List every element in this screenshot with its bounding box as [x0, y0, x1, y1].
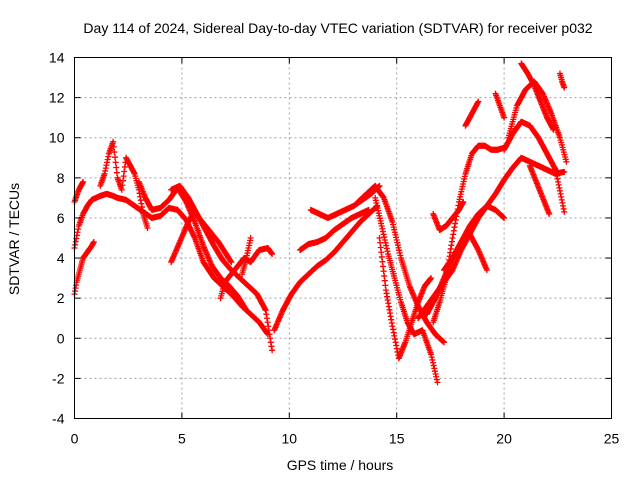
grid-lines — [74, 57, 612, 419]
data-series-7 — [168, 210, 196, 266]
y-tick-label: 14 — [49, 50, 65, 66]
data-point — [561, 84, 568, 91]
data-point — [144, 224, 151, 231]
data-series-21 — [440, 230, 490, 274]
data-point — [460, 198, 467, 205]
x-tick-label: 15 — [389, 431, 405, 447]
data-point — [501, 214, 508, 221]
y-tick-label: 10 — [49, 130, 65, 146]
y-tick-label: 6 — [57, 210, 65, 226]
data-series-11 — [271, 202, 381, 334]
data-point — [475, 98, 482, 105]
data-point — [113, 169, 120, 176]
data-series-16 — [376, 235, 435, 362]
data-series-6 — [168, 182, 276, 354]
data-point — [483, 267, 490, 274]
data-series-27 — [526, 162, 553, 217]
data-point — [428, 275, 435, 282]
x-tick-label: 0 — [71, 431, 79, 447]
x-tick-label: 5 — [178, 431, 186, 447]
data-series-9 — [217, 245, 276, 302]
x-axis-label: GPS time / hours — [287, 457, 394, 473]
y-tick-label: 4 — [57, 250, 65, 266]
data-point — [563, 158, 570, 165]
data-point — [111, 149, 118, 156]
data-series-8 — [189, 206, 235, 266]
data-point — [112, 159, 119, 166]
y-axis-label: SDTVAR / TECUs — [6, 183, 22, 295]
data-point — [110, 138, 117, 145]
data-point — [247, 235, 254, 241]
y-tick-label: 8 — [57, 170, 65, 186]
data-series-15 — [372, 194, 441, 386]
data-point — [112, 154, 119, 161]
data-point — [440, 339, 447, 346]
data-point — [501, 114, 508, 121]
data-series-26 — [518, 60, 557, 133]
data-series-18 — [430, 198, 467, 233]
y-tick-label: 12 — [49, 90, 65, 106]
data-point — [561, 168, 568, 175]
data-point — [243, 307, 250, 314]
y-tick-label: 2 — [57, 290, 65, 306]
data-point — [365, 206, 372, 213]
axis-ticks: 0 5 10 15 20 25 -4 -2 0 2 4 6 8 10 12 14 — [49, 50, 620, 447]
data-series-22 — [462, 98, 482, 129]
data-series-24 — [501, 118, 568, 215]
x-tick-label: 25 — [604, 431, 620, 447]
chart-title: Day 114 of 2024, Sidereal Day-to-day VTE… — [83, 20, 592, 36]
data-series-10 — [239, 235, 254, 278]
data-series-28 — [556, 70, 568, 91]
data-point — [113, 164, 120, 171]
data-series-2 — [71, 178, 87, 205]
data-point — [561, 208, 568, 215]
data-series-12 — [297, 206, 372, 254]
data-point — [110, 143, 117, 150]
data-point — [546, 210, 553, 217]
data-point — [80, 178, 87, 185]
y-tick-label: 0 — [57, 330, 65, 346]
data-series-1 — [71, 190, 271, 338]
data-point — [550, 126, 557, 133]
data-point — [228, 259, 235, 266]
y-tick-label: -4 — [52, 411, 65, 427]
data-point — [269, 347, 276, 354]
data-series-5 — [135, 178, 250, 314]
data-series-3 — [71, 239, 97, 298]
y-tick-label: -2 — [52, 370, 65, 386]
data-series-23 — [492, 90, 508, 121]
data-points — [71, 60, 570, 386]
data-point — [434, 379, 441, 386]
data-point — [90, 239, 97, 246]
x-tick-label: 10 — [282, 431, 298, 447]
plot-frame — [74, 57, 612, 419]
data-point — [269, 251, 276, 258]
x-tick-label: 20 — [496, 431, 512, 447]
data-series-25 — [505, 78, 570, 165]
